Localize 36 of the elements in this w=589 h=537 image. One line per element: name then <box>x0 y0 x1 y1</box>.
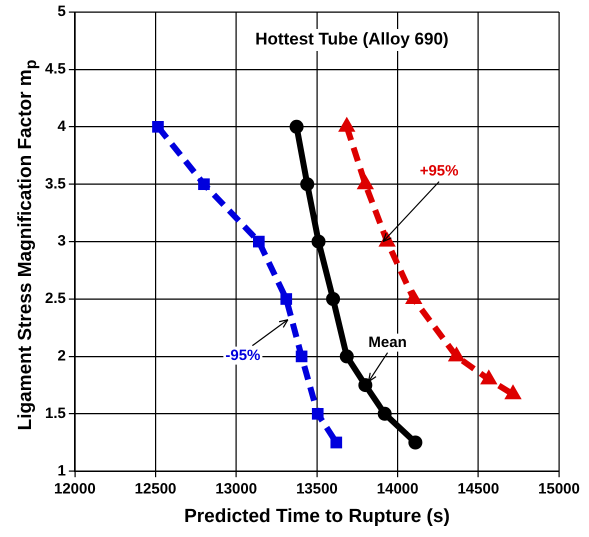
y-tick-label: 4.5 <box>44 60 66 78</box>
x-tick-label: 13000 <box>215 480 258 498</box>
point <box>280 293 292 305</box>
y-tick-label: 1.5 <box>44 404 66 422</box>
x-tick-label: 15000 <box>538 480 580 498</box>
point <box>408 436 422 450</box>
y-tick-label: 5 <box>58 3 66 20</box>
point <box>330 436 342 448</box>
point <box>300 177 314 192</box>
y-tick-label: 2 <box>58 348 66 365</box>
x-tick-label: 12500 <box>134 480 176 498</box>
y-tick-label: 3.5 <box>44 175 66 192</box>
y-tick-label: 2.5 <box>44 290 66 308</box>
y-tick-label: 4 <box>58 118 67 135</box>
y-tick-label: 3 <box>58 232 66 250</box>
x-tick-label: 14000 <box>376 480 418 498</box>
annotation: -95% <box>225 346 260 364</box>
annotation: +95% <box>420 162 458 180</box>
point <box>296 350 308 362</box>
x-tick-label: 13500 <box>296 480 338 498</box>
point <box>358 378 372 392</box>
point <box>253 236 265 248</box>
point <box>312 234 326 249</box>
x-axis-title: Predicted Time to Rupture (s) <box>184 506 450 527</box>
point <box>198 178 210 190</box>
text: Hottest Tube (Alloy 690) <box>255 30 449 49</box>
point <box>378 406 392 421</box>
point <box>152 120 164 133</box>
x-tick-label: 14500 <box>457 480 500 498</box>
x-tick-label: 12000 <box>54 480 96 498</box>
annotation: Mean <box>368 334 407 351</box>
point <box>340 349 354 364</box>
point <box>290 120 304 134</box>
point <box>312 408 324 420</box>
point <box>326 292 340 306</box>
y-tick-label: 1 <box>58 462 66 480</box>
